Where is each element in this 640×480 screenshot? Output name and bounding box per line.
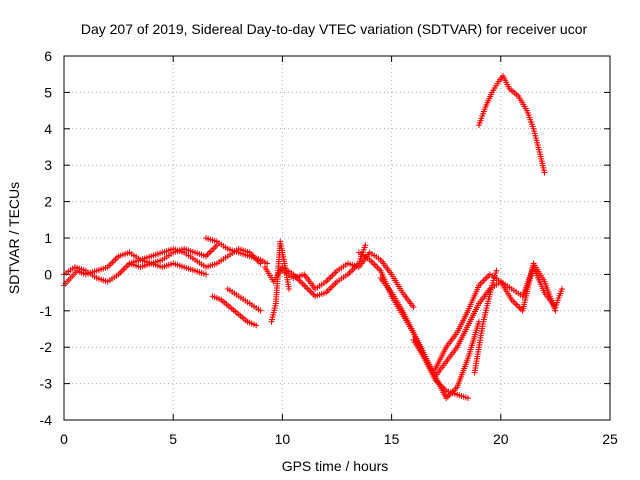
data-point (202, 271, 209, 278)
series-track-e (209, 293, 260, 329)
y-tick-label: -3 (40, 376, 53, 392)
data-point (362, 242, 369, 249)
data-point (558, 285, 565, 292)
series-track-m (432, 260, 559, 373)
data-point (493, 267, 500, 274)
x-tick-label: 10 (275, 431, 291, 447)
x-tick-label: 5 (169, 431, 177, 447)
y-tick-label: 4 (44, 121, 52, 137)
x-tick-label: 0 (60, 431, 68, 447)
y-tick-label: 1 (44, 230, 52, 246)
series-track-o (475, 73, 548, 176)
data-point (253, 322, 260, 329)
data-point (257, 307, 264, 314)
y-tick-label: -1 (40, 303, 53, 319)
x-tick-labels: 0 5 10 15 20 25 (60, 431, 618, 447)
data-point (465, 395, 472, 402)
data-point (264, 260, 271, 267)
data-point (552, 307, 559, 314)
y-axis-label: SDTVAR / TECUs (6, 182, 22, 294)
data-marks (61, 73, 565, 402)
y-tick-label: 2 (44, 194, 52, 210)
y-tick-label: -4 (40, 412, 53, 428)
x-axis-label: GPS time / hours (282, 458, 389, 474)
x-tick-label: 25 (602, 431, 618, 447)
grid-lines (64, 56, 610, 420)
chart-title: Day 207 of 2019, Sidereal Day-to-day VTE… (81, 21, 588, 37)
y-tick-label: 5 (44, 84, 52, 100)
x-tick-label: 20 (493, 431, 509, 447)
series-track-i (279, 249, 417, 311)
data-point (285, 285, 292, 292)
y-tick-label: 3 (44, 157, 52, 173)
y-tick-label: 6 (44, 48, 52, 64)
series-track-f (224, 285, 264, 314)
y-tick-label: 0 (44, 266, 52, 282)
y-tick-labels: -4 -3 -2 -1 0 1 2 3 4 5 6 (40, 48, 53, 428)
data-point (410, 304, 417, 311)
plot-frame (63, 55, 611, 421)
series-track-n (471, 267, 500, 376)
data-point (541, 169, 548, 176)
y-tick-label: -2 (40, 339, 53, 355)
x-tick-label: 15 (384, 431, 400, 447)
series-track-d (202, 235, 271, 267)
